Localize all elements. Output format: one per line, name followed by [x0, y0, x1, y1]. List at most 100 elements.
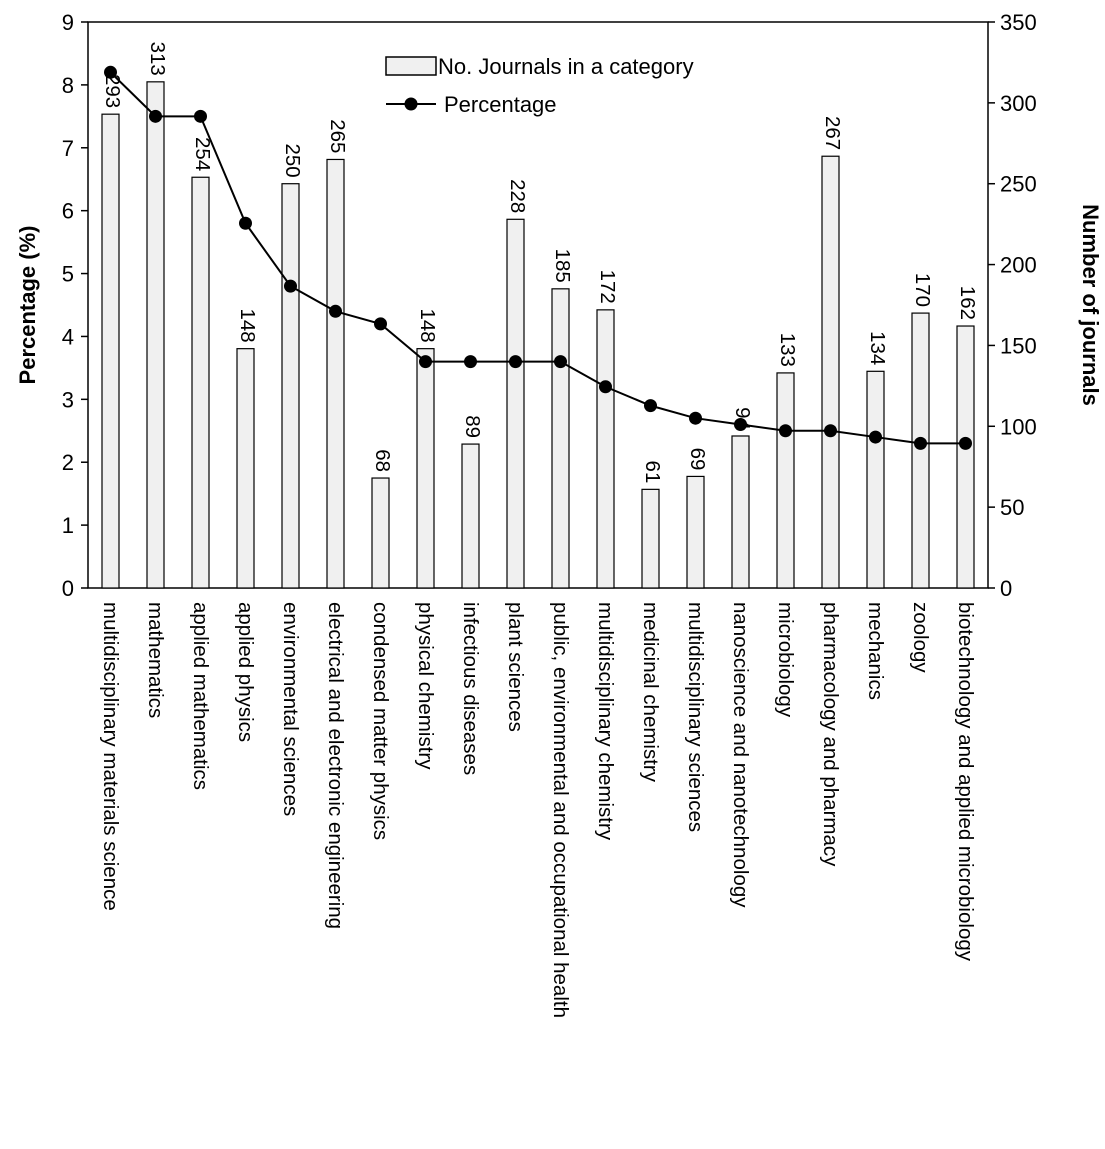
category-label: environmental sciences [279, 602, 302, 816]
category-label: mathematics [144, 602, 167, 718]
bar-value-label: 68 [371, 449, 394, 472]
percentage-point [869, 430, 882, 444]
left-tick-label: 2 [62, 450, 74, 475]
legend: No. Journals in a category Percentage [385, 54, 694, 117]
bar [281, 183, 300, 589]
percentage-point [509, 355, 522, 369]
percentage-point [104, 65, 117, 79]
bar-value-label: 94 [731, 407, 754, 430]
bar [146, 81, 165, 589]
percentage-line [109, 71, 966, 445]
category-label: microbiology [774, 602, 797, 718]
category-label: plant sciences [504, 602, 527, 732]
left-tick-label: 1 [62, 513, 74, 538]
right-tick-label: 250 [1000, 172, 1037, 197]
category-labels: multidisciplinary materials science mathe… [99, 602, 977, 1018]
category-label: electrical and electronic engineering [324, 602, 347, 929]
category-label: multidisciplinary chemistry [594, 602, 617, 841]
percentage-point [734, 417, 747, 431]
percentage-point [239, 216, 252, 230]
category-label: public, environmental and occupational h… [549, 602, 572, 1018]
bar [371, 477, 390, 589]
percentage-point [779, 424, 792, 438]
left-tick-label: 7 [62, 136, 74, 161]
bar-value-label: 61 [641, 461, 664, 484]
percentage-point [149, 109, 162, 123]
value-labels-layer: 293 313 254 148 250 265 68 148 89 228 185 172 61 69 94… [101, 42, 979, 484]
bar [911, 312, 930, 589]
percentage-point [914, 436, 927, 450]
left-tick-label: 3 [62, 387, 74, 412]
bar [416, 348, 435, 589]
category-label: zoology [909, 602, 932, 673]
bar-value-label: 250 [281, 143, 304, 177]
bar [191, 176, 210, 589]
bar [866, 370, 885, 589]
left-tick-label: 6 [62, 199, 74, 224]
bar-value-label: 148 [236, 308, 259, 342]
legend-line-label: Percentage [444, 92, 557, 117]
bar [641, 488, 660, 589]
line-layer [104, 65, 972, 450]
bar [956, 325, 975, 589]
percentage-point [374, 317, 387, 331]
category-label: physical chemistry [414, 602, 437, 770]
bar-value-label: 254 [191, 137, 214, 171]
percentage-point [599, 380, 612, 394]
left-tick-label: 9 [62, 10, 74, 35]
bar [461, 443, 480, 589]
bar-value-label: 185 [551, 249, 574, 283]
bar-value-label: 293 [101, 74, 124, 108]
category-label: biotechnology and applied microbiology [954, 602, 977, 962]
right-tick-label: 350 [1000, 10, 1037, 35]
bar-value-label: 134 [866, 331, 889, 365]
right-axis: 0 50 100 150 200 250 300 350 [988, 10, 1037, 601]
category-label: multidisciplinary materials science [99, 602, 122, 911]
bar-value-label: 69 [686, 448, 709, 471]
bar [101, 113, 120, 589]
bar-value-label: 133 [776, 333, 799, 367]
category-label: applied mathematics [189, 602, 212, 790]
bar-value-label: 170 [911, 273, 934, 307]
category-label: pharmacology and pharmacy [819, 602, 842, 867]
right-tick-label: 50 [1000, 495, 1024, 520]
bar-value-label: 267 [821, 116, 844, 150]
category-label: medicinal chemistry [639, 602, 662, 783]
bars-layer [101, 81, 975, 589]
bar-value-label: 265 [326, 119, 349, 153]
bar [551, 288, 570, 589]
percentage-point [689, 411, 702, 425]
percentage-point [329, 304, 342, 318]
bar [596, 309, 615, 589]
right-tick-label: 150 [1000, 333, 1037, 358]
bar [731, 435, 750, 589]
right-tick-label: 0 [1000, 576, 1012, 601]
percentage-point [194, 109, 207, 123]
bar-value-label: 162 [956, 286, 979, 320]
category-label: infectious diseases [459, 602, 482, 775]
percentage-point [419, 355, 432, 369]
percentage-point [644, 399, 657, 413]
bar-value-label: 228 [506, 179, 529, 213]
bar [236, 348, 255, 589]
bar [506, 218, 525, 589]
left-tick-label: 8 [62, 73, 74, 98]
left-tick-label: 4 [62, 324, 74, 349]
bar-value-label: 172 [596, 270, 619, 304]
percentage-point [284, 279, 297, 293]
percentage-point [464, 355, 477, 369]
bar [776, 372, 795, 589]
left-tick-label: 5 [62, 262, 74, 287]
left-tick-label: 0 [62, 576, 74, 601]
category-label: nanoscience and nanotechnology [729, 602, 752, 908]
legend-line-marker [404, 97, 418, 111]
left-axis-title: Percentage (%) [15, 226, 40, 385]
legend-bar-swatch [385, 56, 437, 76]
bar-value-label: 313 [146, 42, 169, 76]
left-axis: 0 1 2 3 4 5 6 7 8 9 [62, 10, 88, 601]
bar-value-label: 148 [416, 308, 439, 342]
percentage-point [824, 424, 837, 438]
category-label: multidisciplinary sciences [684, 602, 707, 832]
category-label: condensed matter physics [369, 602, 392, 840]
